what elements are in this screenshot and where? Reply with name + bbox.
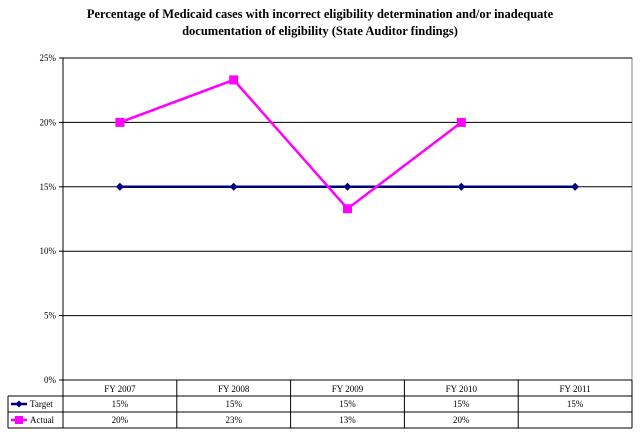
table-value-target: 15% xyxy=(225,399,242,409)
y-tick-label: 0% xyxy=(44,375,57,385)
data-point-actual xyxy=(456,117,466,127)
chart-title-line-2: documentation of eligibility (State Audi… xyxy=(182,24,458,38)
data-point-target xyxy=(457,182,466,191)
series-line-actual xyxy=(119,78,463,211)
table-value-target: 15% xyxy=(567,399,584,409)
y-tick-label: 10% xyxy=(40,246,57,256)
y-tick-label: 5% xyxy=(44,311,57,321)
plot-area xyxy=(62,57,633,381)
table-value-target: 15% xyxy=(339,399,356,409)
legend-label-actual: Actual xyxy=(30,415,54,425)
y-tick-label: 15% xyxy=(40,182,57,192)
chart-title-line-1: Percentage of Medicaid cases with incorr… xyxy=(86,7,554,21)
table-value-actual: 20% xyxy=(112,415,129,425)
x-category-label: FY 2007 xyxy=(104,384,136,394)
table-value-actual: 13% xyxy=(339,415,356,425)
legend-label-target: Target xyxy=(30,399,53,409)
chart-title: Percentage of Medicaid cases with incorr… xyxy=(0,6,640,40)
data-point-actual xyxy=(229,75,239,85)
table-value-target: 15% xyxy=(112,399,129,409)
data-point-actual xyxy=(115,117,125,127)
data-point-target xyxy=(343,182,352,191)
legend-key-marker-target xyxy=(15,400,23,408)
x-category-label: FY 2010 xyxy=(446,384,478,394)
x-category-label: FY 2009 xyxy=(332,384,364,394)
y-tick-label: 25% xyxy=(40,53,57,63)
x-category-label: FY 2008 xyxy=(218,384,250,394)
y-tick-label: 20% xyxy=(40,117,57,127)
table-value-actual: 20% xyxy=(453,415,470,425)
legend-key-marker-actual xyxy=(15,416,23,424)
data-point-target xyxy=(229,182,238,191)
x-category-label: FY 2011 xyxy=(560,384,591,394)
data-point-target xyxy=(115,182,124,191)
data-point-actual xyxy=(343,204,352,214)
table-value-target: 15% xyxy=(453,399,470,409)
table-value-actual: 23% xyxy=(225,415,242,425)
data-point-target xyxy=(571,182,580,191)
